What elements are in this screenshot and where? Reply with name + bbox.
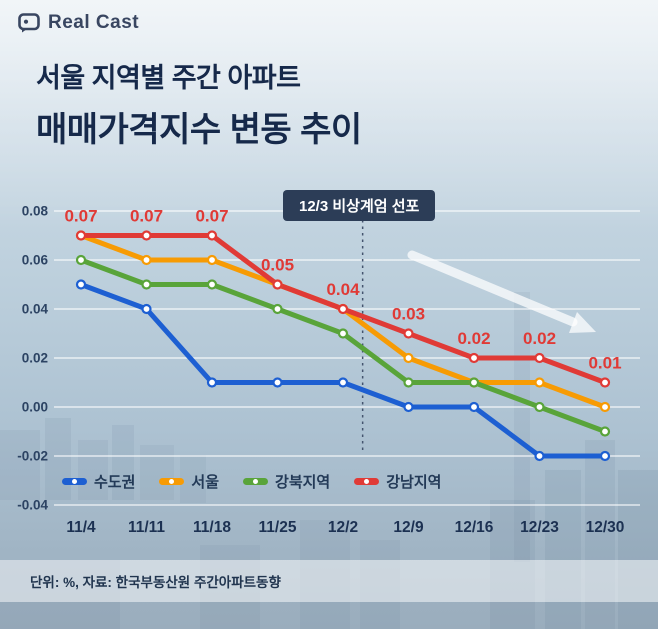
svg-text:12/2: 12/2 [328, 519, 358, 536]
svg-text:0.05: 0.05 [261, 256, 294, 275]
svg-text:0.03: 0.03 [392, 305, 425, 324]
svg-text:11/4: 11/4 [66, 519, 96, 536]
building-silhouette [0, 430, 40, 500]
svg-text:12/23: 12/23 [520, 519, 559, 536]
building-silhouette [545, 470, 581, 629]
building-silhouette [618, 470, 658, 629]
svg-text:0.01: 0.01 [588, 354, 621, 373]
svg-text:0.07: 0.07 [64, 207, 97, 226]
legend-item-sudogwon: 수도권 [62, 471, 135, 492]
svg-text:11/18: 11/18 [193, 519, 231, 536]
legend-marker-gangnam [354, 478, 380, 485]
realcast-logo-icon [18, 13, 40, 33]
legend-item-gangbuk: 강북지역 [243, 471, 330, 492]
svg-text:0.04: 0.04 [326, 280, 360, 299]
svg-text:11/11: 11/11 [128, 519, 165, 536]
svg-text:12/30: 12/30 [586, 519, 625, 536]
svg-text:0.04: 0.04 [22, 302, 49, 317]
footer-source-bar: 단위: %, 자료: 한국부동산원 주간아파트동향 [0, 560, 658, 602]
legend-item-seoul: 서울 [159, 471, 219, 492]
page-title: 서울 지역별 주간 아파트 매매가격지수 변동 추이 [36, 56, 362, 151]
svg-text:-0.02: -0.02 [17, 449, 48, 464]
svg-text:-0.04: -0.04 [17, 498, 48, 513]
realcast-logo: Real Cast [18, 12, 139, 34]
svg-text:12/16: 12/16 [455, 519, 494, 536]
annotation-martial-law-label: 12/3 비상계엄 선포 [283, 190, 436, 221]
footer-note: 단위: %, 자료: 한국부동산원 주간아파트동향 [30, 575, 281, 590]
legend-label: 강남지역 [386, 474, 442, 491]
legend-marker-sudogwon [62, 478, 87, 485]
svg-text:0.07: 0.07 [195, 207, 228, 226]
svg-text:0.08: 0.08 [22, 204, 49, 219]
svg-text:0.02: 0.02 [457, 329, 490, 348]
svg-text:0.06: 0.06 [22, 253, 49, 268]
building-silhouette [45, 418, 71, 500]
svg-text:0.07: 0.07 [130, 207, 163, 226]
building-silhouette [78, 440, 108, 500]
svg-text:0.02: 0.02 [523, 329, 556, 348]
chart-legend: 수도권 서울 강북지역 강남지역 [62, 471, 441, 492]
title-line2: 매매가격지수 변동 추이 [36, 111, 362, 149]
building-silhouette [140, 445, 174, 500]
legend-label: 강북지역 [275, 474, 331, 491]
building-silhouette [180, 455, 206, 503]
svg-text:0.00: 0.00 [22, 400, 48, 415]
svg-text:11/25: 11/25 [259, 519, 297, 536]
legend-label: 서울 [191, 474, 220, 491]
svg-text:0.02: 0.02 [22, 351, 48, 366]
realcast-logo-text: Real Cast [48, 12, 140, 33]
building-silhouette [112, 425, 134, 500]
svg-text:12/9: 12/9 [393, 519, 424, 536]
legend-label: 수도권 [94, 474, 136, 491]
legend-item-gangnam: 강남지역 [354, 471, 441, 492]
legend-marker-seoul [159, 478, 185, 485]
legend-marker-gangbuk [243, 478, 269, 485]
title-line1: 서울 지역별 주간 아파트 [36, 63, 301, 93]
